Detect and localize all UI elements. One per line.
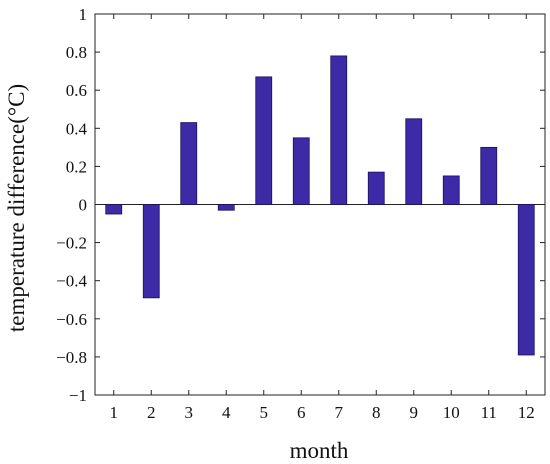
x-tick-label: 5 [260, 403, 269, 422]
y-axis-title: temperature difference(°C) [4, 84, 29, 332]
y-tick-label: 0.4 [66, 119, 88, 138]
x-tick-label: 4 [222, 403, 231, 422]
y-tick-label: −0.6 [56, 310, 87, 329]
y-tick-label: 0.2 [66, 157, 87, 176]
x-tick-label: 12 [518, 403, 535, 422]
y-tick-label: −1 [69, 386, 87, 405]
bar-month-1 [105, 204, 123, 215]
bar-month-11 [480, 146, 498, 205]
x-tick-label: 7 [335, 403, 344, 422]
bar-month-2 [142, 204, 160, 299]
bar-month-10 [442, 175, 460, 205]
x-axis-title: month [290, 438, 349, 463]
bar-month-12 [517, 204, 535, 356]
x-tick-label: 11 [481, 403, 497, 422]
x-tick-label: 8 [372, 403, 381, 422]
x-tick-label: 1 [110, 403, 119, 422]
y-tick-label: −0.2 [56, 234, 87, 253]
x-tick-label: 10 [443, 403, 460, 422]
y-tick-label: 1 [79, 5, 88, 24]
y-tick-label: 0 [79, 196, 88, 215]
x-tick-label: 3 [185, 403, 194, 422]
y-tick-label: −0.8 [56, 348, 87, 367]
bar-month-8 [367, 171, 385, 205]
bar-month-5 [255, 76, 273, 205]
bar-month-7 [330, 55, 348, 205]
x-tick-label: 6 [297, 403, 306, 422]
bar-month-3 [180, 122, 198, 205]
x-tick-label: 2 [147, 403, 156, 422]
x-tick-label: 9 [410, 403, 419, 422]
y-tick-label: 0.6 [66, 81, 87, 100]
y-tick-label: −0.4 [56, 272, 87, 291]
bar-month-4 [217, 204, 235, 211]
y-tick-label: 0.8 [66, 43, 87, 62]
bar-month-9 [405, 118, 423, 205]
bar-month-6 [292, 137, 310, 205]
